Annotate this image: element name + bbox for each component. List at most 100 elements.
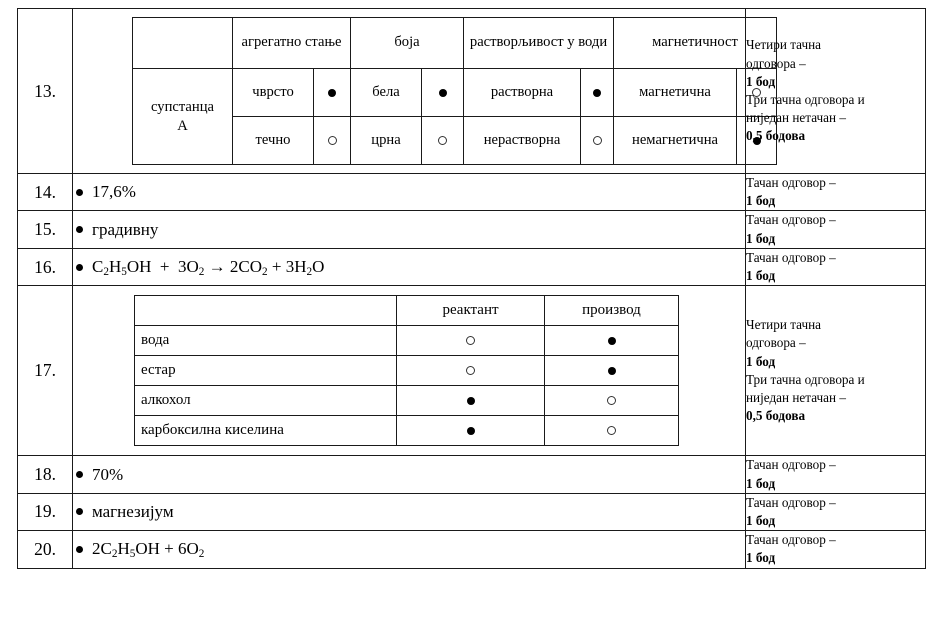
scoring-line: Тачан одговор – bbox=[746, 457, 836, 473]
header-color: боја bbox=[349, 17, 465, 69]
row-answer-body: магнезијум bbox=[72, 492, 746, 532]
scoring-points: 1 бод bbox=[746, 550, 776, 566]
scoring-points: 0,5 бодова bbox=[746, 128, 806, 144]
empty-circle-icon bbox=[592, 136, 602, 146]
filled-circle-icon bbox=[752, 136, 761, 145]
mark-insoluble[interactable] bbox=[580, 116, 615, 165]
filled-circle-icon bbox=[593, 88, 602, 97]
table-row: 19. магнезијум Тачан одговор – 1 бод bbox=[17, 492, 926, 532]
mark-ester-product[interactable] bbox=[544, 355, 679, 387]
option-insoluble: нерастворна bbox=[463, 116, 582, 165]
table-row: 13. агрегатно ста bbox=[17, 8, 926, 174]
corner-cell bbox=[134, 295, 397, 327]
mark-water-reactant[interactable] bbox=[396, 325, 545, 357]
mark-acid-product[interactable] bbox=[544, 415, 679, 447]
mark-alcohol-product[interactable] bbox=[544, 385, 679, 417]
answer-bullet-line: градивну bbox=[73, 220, 745, 240]
option-nonmagnetic: немагнетична bbox=[613, 116, 738, 165]
answer-key-table: 13. агрегатно ста bbox=[17, 8, 926, 569]
table-row-ester: естар bbox=[134, 355, 679, 387]
bullet-dot-icon bbox=[76, 188, 83, 196]
scoring-points: 1 бод bbox=[746, 230, 776, 246]
scoring-line: Три тачна одговора и bbox=[746, 371, 865, 387]
scoring-cell: Тачан одговор – 1 бод bbox=[745, 247, 926, 287]
row-number: 17. bbox=[17, 285, 73, 457]
mark-soluble[interactable] bbox=[580, 68, 615, 117]
mark-aggregate-liquid[interactable] bbox=[313, 116, 351, 165]
table-row: 14. 17,6% Тачан одговор – 1 бод bbox=[17, 172, 926, 212]
scoring-cell: Тачан одговор – 1 бод bbox=[745, 455, 926, 494]
substance-label-carboxylic-acid: карбоксилна киселина bbox=[134, 415, 397, 447]
substance-label-water: вода bbox=[134, 325, 397, 357]
scoring-line: Четири тачна bbox=[746, 37, 821, 53]
answer-formula: 2C2H5OH + 6O2 bbox=[92, 539, 205, 560]
table-option-row: течно црна нерастворна немагнетична bbox=[133, 116, 778, 165]
mark-water-product[interactable] bbox=[544, 325, 679, 357]
filled-circle-icon bbox=[466, 396, 475, 405]
scoring-line: одговора – bbox=[746, 335, 806, 351]
scoring-cell: Тачан одговор – 1 бод bbox=[745, 530, 926, 569]
row-answer-body: 70% bbox=[72, 455, 746, 494]
bullet-dot-icon bbox=[76, 226, 83, 234]
substance-label-alcohol: алкохол bbox=[134, 385, 397, 417]
scoring-cell: Тачан одговор – 1 бод bbox=[745, 492, 926, 532]
empty-circle-icon bbox=[607, 396, 616, 406]
table-header-row: агрегатно стање боја растворљивост у вод… bbox=[132, 17, 778, 69]
option-aggregate-solid: чврсто bbox=[232, 68, 314, 117]
option-soluble: растворна bbox=[463, 68, 582, 117]
mark-ester-reactant[interactable] bbox=[396, 355, 545, 387]
row-number: 13. bbox=[17, 8, 73, 174]
scoring-line: Тачан одговор – bbox=[746, 212, 836, 228]
filled-circle-icon bbox=[607, 366, 616, 375]
scoring-line: ниједан нетачан – bbox=[746, 110, 846, 126]
table-row: 18. 70% Тачан одговор – 1 бод bbox=[17, 455, 926, 494]
table-row: 20. 2C2H5OH + 6O2 Тачан одговор – 1 бод bbox=[17, 530, 926, 569]
substance-name: супстанца bbox=[151, 99, 214, 116]
mark-color-white[interactable] bbox=[420, 68, 465, 117]
table-option-row: супстанца А чврсто бела растворна bbox=[132, 68, 778, 165]
row-number: 14. bbox=[17, 172, 73, 212]
header-reactant: реактант bbox=[396, 295, 545, 327]
table-row-carboxylic-acid: карбоксилна киселина bbox=[134, 415, 679, 447]
substance-letter: А bbox=[177, 117, 188, 134]
row-number: 20. bbox=[17, 530, 73, 569]
table-row-alcohol: алкохол bbox=[134, 385, 679, 417]
table-row: 17. реактант производ bbox=[17, 285, 926, 457]
answer-bullet-line: 70% bbox=[73, 465, 745, 485]
filled-circle-icon bbox=[328, 88, 336, 97]
mark-alcohol-reactant[interactable] bbox=[396, 385, 545, 417]
row-number: 16. bbox=[17, 247, 73, 287]
scoring-line: Тачан одговор – bbox=[746, 494, 836, 510]
option-magnetic: магнетична bbox=[613, 68, 738, 117]
scoring-line: Три тачна одговора и bbox=[746, 92, 865, 107]
header-aggregate-state: агрегатно стање bbox=[232, 17, 351, 69]
filled-circle-icon bbox=[607, 336, 616, 345]
substance-label-ester: естар bbox=[134, 355, 397, 387]
task13-table-wrap: агрегатно стање боја растворљивост у вод… bbox=[73, 9, 778, 173]
table-row-water: вода bbox=[134, 325, 679, 357]
header-water-solubility: растворљивост у води bbox=[463, 17, 615, 69]
option-color-black: црна bbox=[350, 116, 422, 165]
mark-acid-reactant[interactable] bbox=[396, 415, 545, 447]
mark-aggregate-solid[interactable] bbox=[313, 68, 351, 117]
row-answer-body: 17,6% bbox=[72, 172, 746, 212]
row-number: 18. bbox=[17, 455, 73, 494]
answer-text: магнезијум bbox=[92, 501, 174, 521]
scoring-points: 1 бод bbox=[746, 193, 776, 209]
substance-property-table: агрегатно стање боја растворљивост у вод… bbox=[132, 17, 778, 165]
task17-table-wrap: реактант производ вода естар bbox=[73, 286, 745, 455]
row-number: 19. bbox=[17, 492, 73, 532]
scoring-line: ниједан нетачан – bbox=[746, 390, 846, 406]
scoring-points: 1 бод bbox=[746, 512, 776, 528]
scoring-line: Четири тачна bbox=[746, 317, 821, 333]
empty-circle-icon bbox=[607, 426, 616, 436]
row-answer-body: агрегатно стање боја растворљивост у вод… bbox=[72, 8, 778, 174]
scoring-line: Тачан одговор – bbox=[746, 175, 836, 190]
mark-color-black[interactable] bbox=[420, 116, 465, 165]
bullet-dot-icon bbox=[76, 263, 83, 271]
scoring-points: 0,5 бодова bbox=[746, 408, 806, 424]
scoring-line: одговора – bbox=[746, 55, 806, 71]
answer-text: 70% bbox=[92, 464, 124, 484]
answer-text: 17,6% bbox=[92, 182, 136, 202]
empty-circle-icon bbox=[327, 136, 337, 146]
